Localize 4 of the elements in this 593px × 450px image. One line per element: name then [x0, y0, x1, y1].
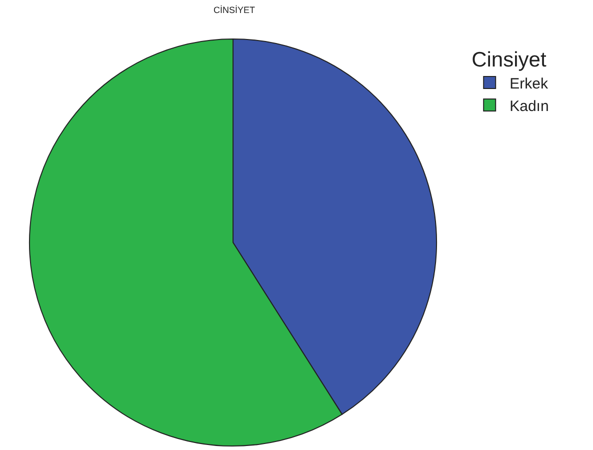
legend-title: Cinsiyet [472, 48, 546, 72]
chart-title: CİNSİYET [213, 5, 256, 16]
legend-label: Kadın [510, 98, 549, 115]
legend-label: Erkek [510, 75, 548, 92]
